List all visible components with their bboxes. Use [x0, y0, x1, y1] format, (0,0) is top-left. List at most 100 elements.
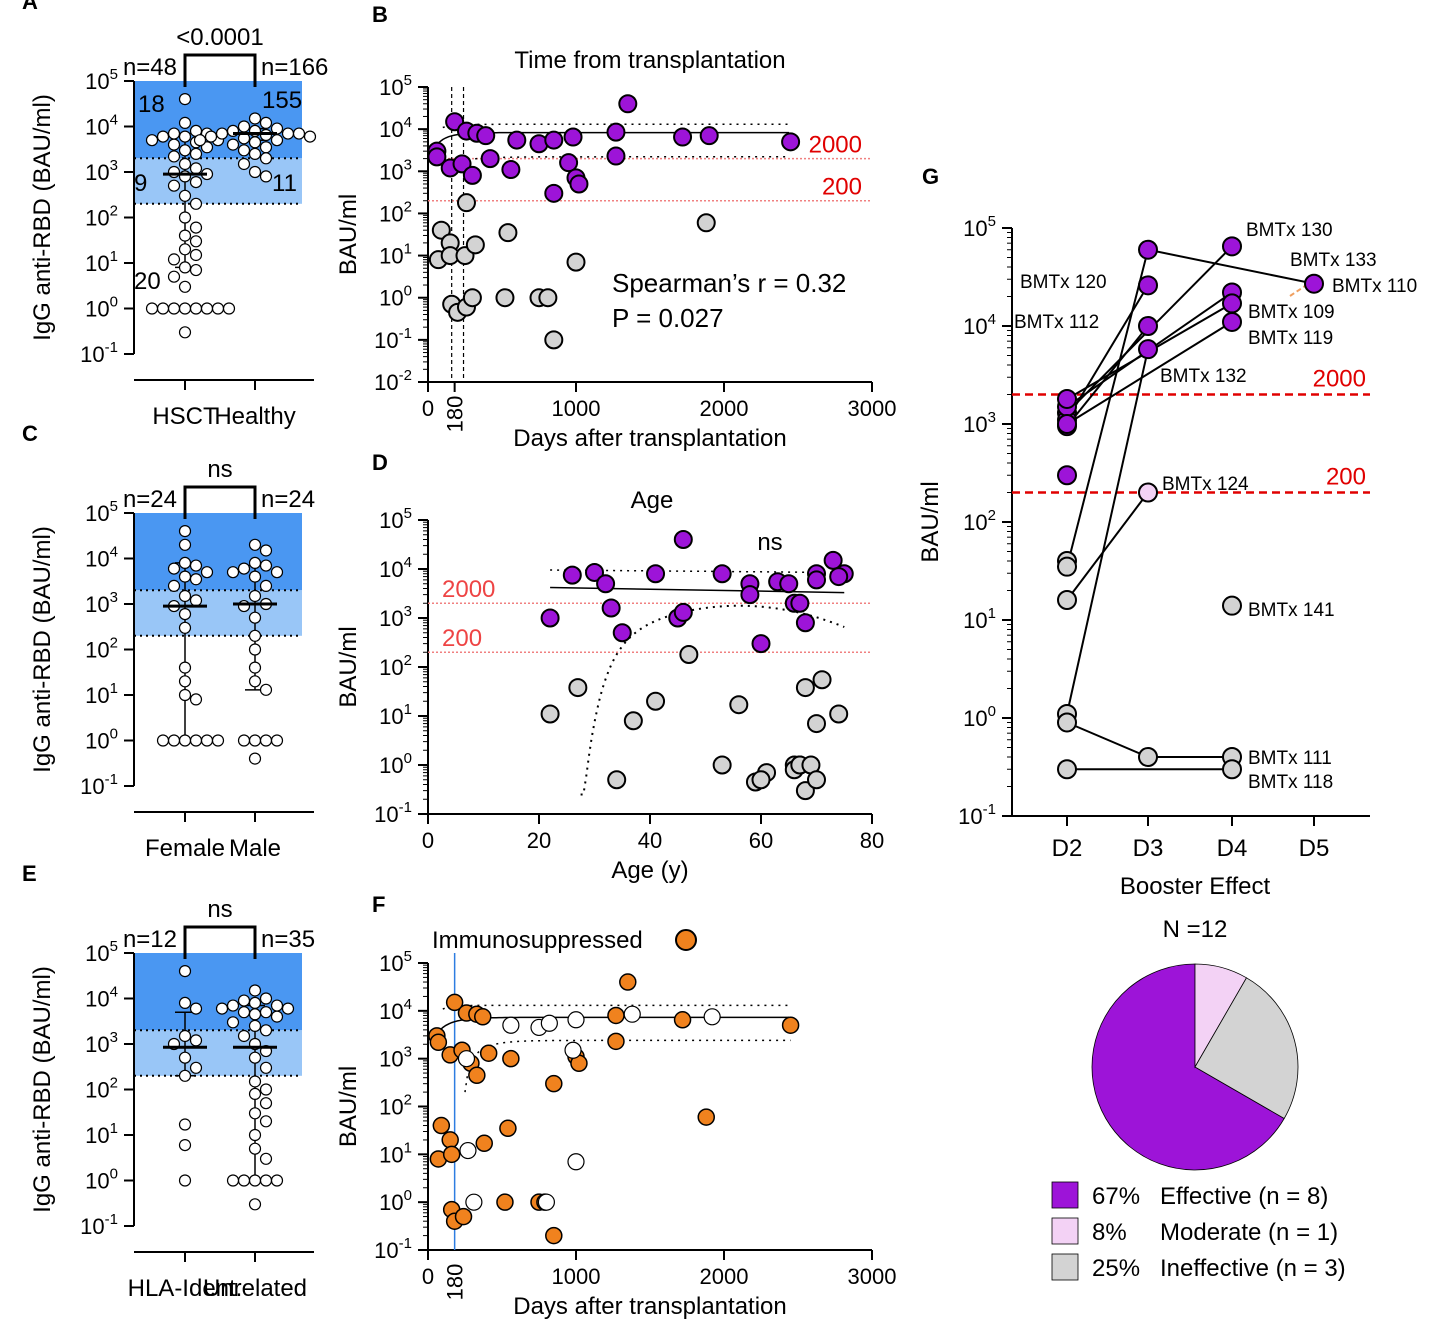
E-point-unrelated: [259, 1024, 273, 1037]
G-category-label: D3: [1133, 835, 1164, 862]
D-ns: ns: [757, 529, 782, 556]
B-y-tick-label: 10-1: [374, 325, 412, 353]
A-count-label: 9: [134, 170, 147, 197]
C-y-tick-label: 102: [85, 635, 118, 663]
E-point-unrelated: [259, 1174, 273, 1187]
F-point-other: [703, 1008, 721, 1026]
F-point-immunosuppressed: [781, 1016, 800, 1034]
B-point-nonresponder: [538, 288, 558, 308]
E-point-unrelated: [248, 1107, 262, 1120]
E-point-unrelated: [248, 1087, 262, 1101]
C-point-male: [259, 559, 273, 572]
G-y-tick-label: 104: [963, 311, 996, 339]
E-y-tick-label: 105: [85, 938, 118, 966]
A-point-healthy: [259, 116, 273, 129]
B-ci-upper: [442, 123, 790, 129]
B-y-tick-label: 105: [379, 72, 412, 100]
A-point-hsct: [167, 179, 181, 192]
F-point-other: [537, 1193, 556, 1211]
D-fit-line: [550, 586, 845, 594]
A-point-hsct: [189, 162, 203, 175]
F-point-immunosuppressed: [474, 1008, 492, 1026]
D-point-nonresponder: [540, 704, 560, 724]
A-point-hsct: [167, 127, 181, 140]
C-band-mid: [134, 590, 302, 636]
B-pvalue: P = 0.027: [612, 303, 724, 333]
F-point-immunosuppressed: [475, 1134, 493, 1153]
A-point-healthy: [259, 141, 273, 154]
panel-label-C: C: [22, 421, 38, 446]
B-point-nonresponder: [456, 193, 476, 213]
A-point-hsct: [189, 263, 203, 277]
D-point-responder: [795, 613, 815, 633]
C-point-female: [211, 734, 225, 747]
D-point-responder: [540, 608, 560, 628]
C-y-tick-label: 103: [85, 589, 118, 617]
D-ci-lower: [580, 604, 845, 796]
C-point-female: [178, 607, 192, 621]
F-point-immunosuppressed: [454, 1207, 473, 1226]
E-point-unrelated: [248, 1174, 262, 1187]
C-point-female: [189, 594, 203, 607]
B-ref-label: 2000: [809, 132, 862, 159]
A-point-hsct: [167, 138, 181, 151]
pie-slice-ineffective: [1194, 977, 1299, 1120]
F-point-immunosuppressed: [496, 1193, 514, 1211]
A-point-hsct: [178, 280, 192, 293]
F-point-immunosuppressed: [441, 1131, 459, 1149]
A-point-hsct: [145, 134, 159, 147]
B-point-responder: [480, 149, 500, 169]
A-point-hsct: [178, 189, 192, 202]
A-point-hsct: [200, 302, 214, 315]
F-y-tick-label: 10-1: [374, 1235, 412, 1263]
pie-legend-swatch: [1051, 1181, 1079, 1209]
B-point-responder: [673, 127, 693, 147]
E-point-unrelated: [248, 1008, 262, 1021]
E-point-hla-ident.: [178, 1051, 192, 1064]
E-point-unrelated: [248, 1142, 262, 1155]
A-point-hsct: [178, 326, 192, 339]
panel-label-A: A: [22, 0, 38, 14]
panel-label-D: D: [372, 450, 388, 475]
A-y-tick-label: 101: [85, 248, 118, 276]
E-point-unrelated: [237, 1174, 251, 1187]
C-point-male: [270, 566, 284, 579]
E-n-label: n=35: [261, 926, 315, 953]
pie-legend-pct: 67%: [1092, 1183, 1140, 1210]
D-point-responder: [596, 574, 616, 594]
B-x-tick-label: 1000: [552, 396, 601, 421]
C-category-label: Female: [145, 835, 225, 862]
F-point-other: [623, 1005, 641, 1023]
B-point-responder: [569, 174, 589, 194]
E-point-unrelated: [281, 1002, 295, 1015]
G-point-bmtx-111: [1138, 746, 1158, 767]
A-y-tick-label: 105: [85, 66, 118, 94]
G-point-bmtx-118: [1057, 759, 1077, 780]
G-point-bmtx-111: [1057, 712, 1077, 733]
A-point-hsct: [178, 211, 192, 224]
E-point-unrelated: [259, 1152, 273, 1165]
D-x-tick-label: 20: [527, 828, 551, 853]
E-point-unrelated: [259, 1115, 273, 1128]
C-point-male: [259, 683, 273, 696]
E-point-unrelated: [248, 1019, 262, 1032]
C-y-tick-label: 101: [85, 680, 118, 708]
B-tick-180: 180: [443, 396, 468, 433]
E-point-unrelated: [270, 1010, 284, 1023]
E-point-hla-ident.: [178, 965, 192, 978]
A-point-healthy: [248, 112, 262, 125]
A-point-hsct: [189, 197, 203, 210]
F-point-other: [465, 1193, 483, 1211]
G-point-bmtx-119: [1222, 311, 1242, 332]
G-point-bmtx-112: [1138, 316, 1158, 336]
B-title: Time from transplantation: [514, 47, 785, 74]
E-point-unrelated: [248, 1075, 262, 1088]
C-point-female: [167, 562, 181, 575]
D-y-tick-label: 10-1: [374, 799, 412, 827]
B-y-tick-label: 103: [379, 156, 412, 184]
B-point-responder: [462, 165, 482, 185]
G-point-label: BMTx 109: [1248, 302, 1335, 323]
C-point-female: [178, 621, 192, 634]
E-point-unrelated: [226, 1016, 240, 1029]
E-point-unrelated: [226, 1174, 240, 1187]
